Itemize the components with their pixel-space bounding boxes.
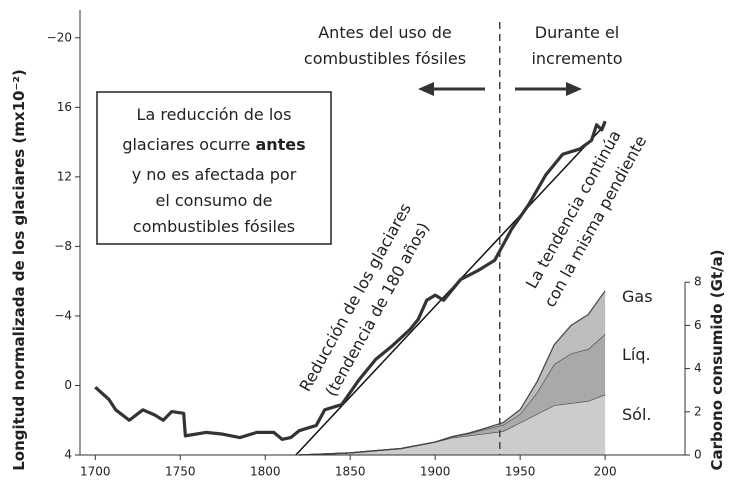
annotation: glaciares ocurre [122,135,255,154]
x-tick-label: 1900 [420,465,451,479]
y2-tick-label: 6 [694,318,702,332]
y-tick-label: 0 [64,378,72,392]
x-tick-label: 1800 [250,465,281,479]
annotation: La reducción de los [137,105,292,124]
annotation: glaciares ocurre antes [122,135,305,154]
arrow-head [566,82,582,96]
area [299,394,606,455]
y2-tick-label: 2 [694,404,702,418]
y-tick-label: −8 [54,239,72,253]
y-tick-label: −20 [47,30,72,44]
y-tick-label: 12 [57,169,72,183]
y2-axis-label: Carbono consumido (Gt/a) [708,249,726,470]
annotation: combustibles fósiles [133,217,295,236]
annotation: Antes del uso de [318,23,452,42]
box-annotation: La reducción de los glaciares ocurre ant… [96,91,332,245]
annotation-box [96,91,332,245]
series-label: Líq. [622,345,651,364]
annotation: combustibles fósiles [304,49,466,68]
series-label: Gas [622,287,653,306]
series-label: Sól. [622,405,651,424]
y2-tick-label: 4 [694,361,702,375]
x-tick-label: 1700 [80,465,111,479]
area-edge [299,290,606,456]
y-tick-label: 4 [64,448,72,462]
annotation: y no es afectada por [132,165,297,184]
x-tick-label: 1750 [165,465,196,479]
glacier-line [94,120,607,441]
area [299,334,606,455]
annotation: el consumo de [155,191,272,210]
annotation: incremento [531,49,622,68]
x-tick-label: 1850 [335,465,366,479]
y2-tick-label: 0 [694,448,702,462]
y-tick-label: −4 [54,308,72,322]
arrow-head [418,82,434,96]
y2-tick-label: 8 [694,275,702,289]
arrows [418,82,582,96]
x-tick-label: 1950 [505,465,536,479]
x-tick-label: 200 [594,465,617,479]
y-axis-label: Longitud normalizada de los glaciares (m… [10,69,28,471]
annotation: Durante el [535,23,619,42]
annotation-bold: antes [255,135,305,154]
area [299,290,606,455]
y-tick-label: 16 [57,100,72,114]
